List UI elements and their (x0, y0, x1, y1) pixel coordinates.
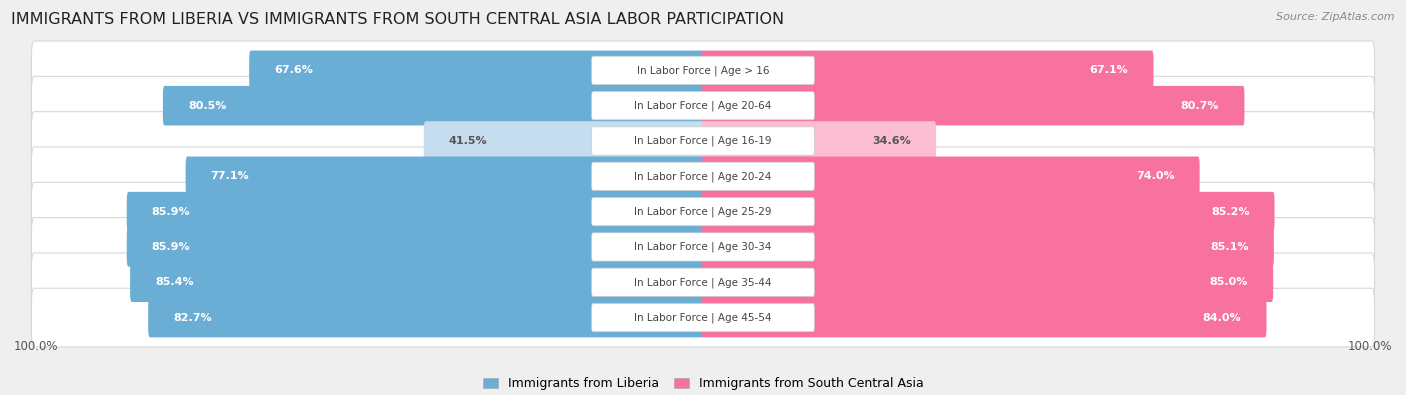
Text: In Labor Force | Age > 16: In Labor Force | Age > 16 (637, 65, 769, 75)
Text: 80.5%: 80.5% (188, 101, 226, 111)
Text: In Labor Force | Age 30-34: In Labor Force | Age 30-34 (634, 242, 772, 252)
FancyBboxPatch shape (702, 192, 1275, 231)
Text: In Labor Force | Age 20-64: In Labor Force | Age 20-64 (634, 100, 772, 111)
FancyBboxPatch shape (163, 86, 704, 126)
FancyBboxPatch shape (423, 121, 704, 161)
Text: 67.1%: 67.1% (1090, 65, 1129, 75)
FancyBboxPatch shape (702, 227, 1274, 267)
Text: Source: ZipAtlas.com: Source: ZipAtlas.com (1277, 12, 1395, 22)
Text: 85.9%: 85.9% (152, 207, 190, 216)
FancyBboxPatch shape (249, 51, 704, 90)
Text: In Labor Force | Age 35-44: In Labor Force | Age 35-44 (634, 277, 772, 288)
Text: 85.9%: 85.9% (152, 242, 190, 252)
Text: 100.0%: 100.0% (14, 340, 59, 353)
Text: 34.6%: 34.6% (872, 136, 911, 146)
Text: 67.6%: 67.6% (274, 65, 314, 75)
FancyBboxPatch shape (31, 112, 1375, 170)
Text: In Labor Force | Age 25-29: In Labor Force | Age 25-29 (634, 206, 772, 217)
FancyBboxPatch shape (592, 56, 814, 85)
FancyBboxPatch shape (31, 218, 1375, 276)
FancyBboxPatch shape (186, 156, 704, 196)
FancyBboxPatch shape (702, 156, 1199, 196)
Text: In Labor Force | Age 16-19: In Labor Force | Age 16-19 (634, 136, 772, 146)
Text: In Labor Force | Age 45-54: In Labor Force | Age 45-54 (634, 312, 772, 323)
Text: 85.2%: 85.2% (1211, 207, 1250, 216)
FancyBboxPatch shape (31, 288, 1375, 347)
FancyBboxPatch shape (127, 192, 704, 231)
FancyBboxPatch shape (31, 41, 1375, 100)
Text: 100.0%: 100.0% (1347, 340, 1392, 353)
FancyBboxPatch shape (592, 92, 814, 120)
Text: 85.4%: 85.4% (155, 277, 194, 287)
FancyBboxPatch shape (127, 227, 704, 267)
Text: 85.0%: 85.0% (1209, 277, 1249, 287)
Text: In Labor Force | Age 20-24: In Labor Force | Age 20-24 (634, 171, 772, 182)
FancyBboxPatch shape (31, 147, 1375, 206)
FancyBboxPatch shape (131, 263, 704, 302)
Text: 80.7%: 80.7% (1181, 101, 1219, 111)
FancyBboxPatch shape (702, 51, 1153, 90)
FancyBboxPatch shape (702, 121, 936, 161)
FancyBboxPatch shape (702, 86, 1244, 126)
FancyBboxPatch shape (31, 253, 1375, 312)
FancyBboxPatch shape (702, 263, 1274, 302)
Text: 85.1%: 85.1% (1211, 242, 1249, 252)
Text: IMMIGRANTS FROM LIBERIA VS IMMIGRANTS FROM SOUTH CENTRAL ASIA LABOR PARTICIPATIO: IMMIGRANTS FROM LIBERIA VS IMMIGRANTS FR… (11, 12, 785, 27)
Text: 84.0%: 84.0% (1202, 312, 1241, 323)
Text: 77.1%: 77.1% (211, 171, 249, 181)
FancyBboxPatch shape (592, 127, 814, 155)
FancyBboxPatch shape (31, 182, 1375, 241)
FancyBboxPatch shape (31, 76, 1375, 135)
FancyBboxPatch shape (592, 198, 814, 226)
FancyBboxPatch shape (702, 298, 1267, 337)
Text: 41.5%: 41.5% (449, 136, 488, 146)
Legend: Immigrants from Liberia, Immigrants from South Central Asia: Immigrants from Liberia, Immigrants from… (478, 372, 928, 395)
FancyBboxPatch shape (592, 303, 814, 332)
Text: 82.7%: 82.7% (173, 312, 212, 323)
Text: 74.0%: 74.0% (1136, 171, 1174, 181)
FancyBboxPatch shape (148, 298, 704, 337)
FancyBboxPatch shape (592, 233, 814, 261)
FancyBboxPatch shape (592, 268, 814, 296)
FancyBboxPatch shape (592, 162, 814, 190)
